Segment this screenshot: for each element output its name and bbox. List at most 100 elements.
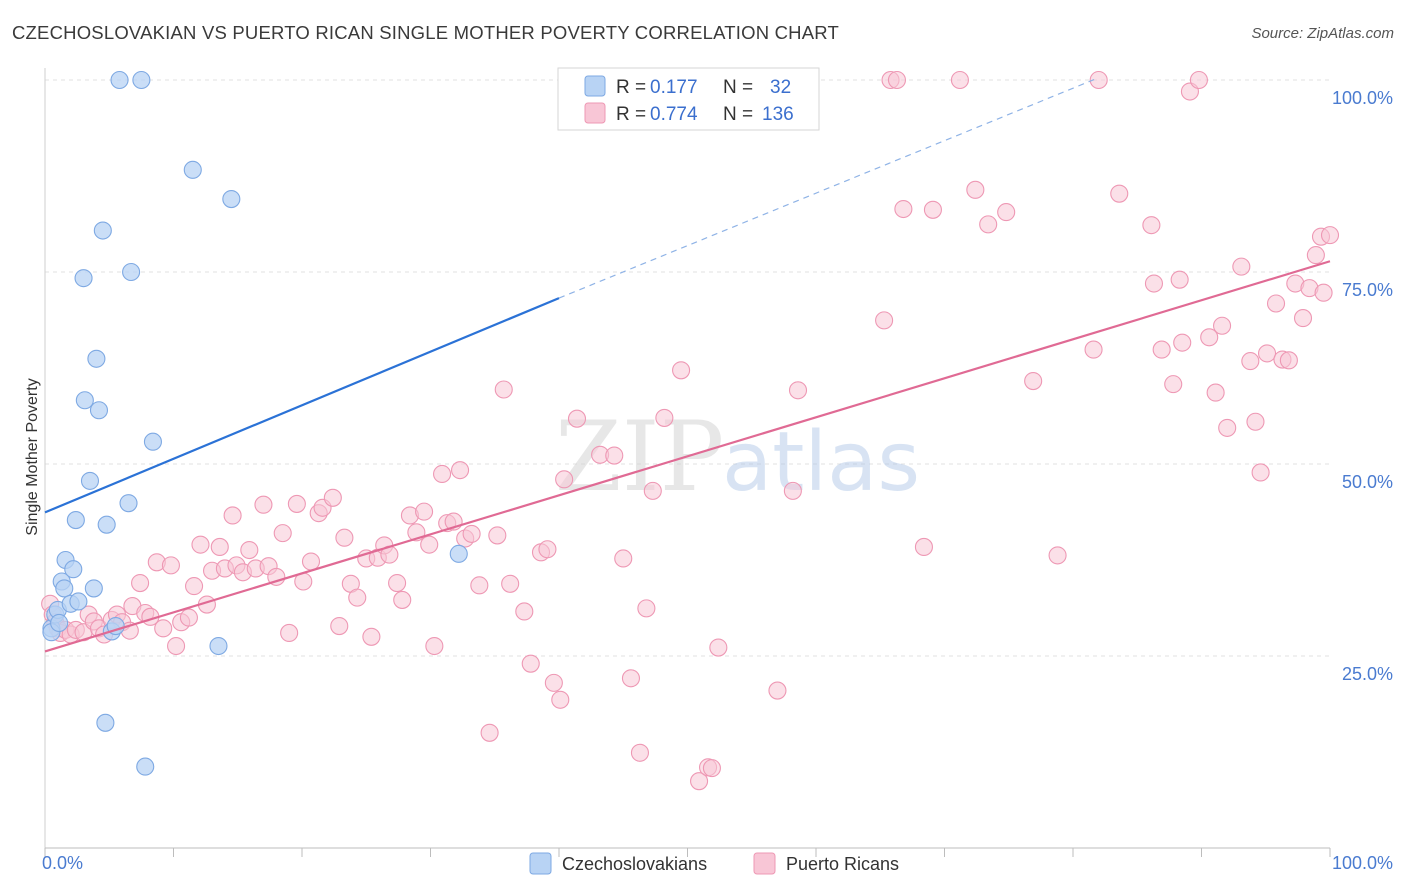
- pr-point-45: [301, 552, 321, 571]
- pr-point-112: [1084, 340, 1103, 359]
- pr-point-24: [167, 636, 186, 656]
- pr-point-28: [191, 535, 210, 554]
- czech-point-18: [93, 221, 112, 240]
- pr-point-106: [950, 70, 969, 90]
- czech-point-25: [122, 262, 141, 282]
- pr-point-119: [1170, 270, 1189, 289]
- legend-n-value-1: 136: [762, 104, 794, 125]
- series-legend: Czechoslovakians Puerto Ricans: [529, 852, 899, 875]
- czech-point-6: [55, 579, 74, 598]
- pr-point-129: [1246, 412, 1265, 431]
- legend-item-puerto-ricans: Puerto Ricans: [786, 854, 899, 874]
- pr-point-138: [1306, 246, 1325, 265]
- pr-point-79: [538, 540, 557, 559]
- pr-point-33: [223, 506, 242, 525]
- legend-r-value-1: 0.774: [650, 104, 698, 125]
- trend-line-czechoslovakians-extension: [558, 77, 1099, 299]
- pr-point-123: [1200, 328, 1219, 347]
- czech-point-29: [183, 160, 202, 179]
- pr-point-82: [555, 470, 574, 489]
- legend-item-czechoslovakians: Czechoslovakians: [562, 854, 707, 874]
- pr-point-86: [614, 549, 633, 568]
- trend-line-czechoslovakians: [44, 297, 560, 514]
- pr-point-87: [621, 669, 641, 688]
- pr-point-89: [637, 599, 656, 618]
- x-tick-label-1: 100.0%: [1332, 853, 1393, 873]
- correlation-legend: R = 0.177 N = 32 R = 0.774 N = 136: [557, 67, 820, 131]
- pr-point-116: [1144, 274, 1164, 293]
- pr-point-130: [1251, 463, 1270, 482]
- czech-point-13: [75, 391, 94, 410]
- pr-point-81: [551, 690, 570, 709]
- pr-point-111: [1048, 546, 1067, 565]
- watermark-atlas: atlas: [722, 415, 920, 510]
- legend-item-puerto-ricans-swatch: [753, 852, 776, 875]
- pr-point-76: [515, 602, 534, 621]
- pr-point-93: [690, 772, 709, 791]
- pr-point-104: [914, 537, 933, 556]
- pr-point-100: [875, 311, 894, 330]
- y-tick-label-2: 75.0%: [1342, 280, 1393, 300]
- pr-point-109: [997, 203, 1016, 222]
- pr-point-74: [494, 380, 513, 399]
- pr-point-108: [979, 215, 998, 234]
- pr-point-131: [1257, 344, 1277, 363]
- pr-point-41: [273, 524, 292, 543]
- legend-item-czechoslovakians-swatch: [529, 852, 552, 875]
- czech-point-31: [209, 636, 228, 656]
- tick-labels: 25.0% 50.0% 75.0% 100.0% 0.0% 100.0%: [42, 88, 1393, 873]
- y-axis-label: Single Mother Poverty: [24, 378, 41, 535]
- pr-point-43: [287, 494, 306, 513]
- czech-point-23: [110, 70, 129, 90]
- pr-point-85: [605, 446, 624, 465]
- pr-point-36: [240, 540, 259, 560]
- czech-point-28: [143, 432, 162, 451]
- pr-point-124: [1206, 383, 1225, 402]
- pr-point-40: [267, 567, 286, 586]
- pr-point-72: [480, 723, 499, 742]
- pr-point-128: [1241, 352, 1260, 371]
- czech-point-11: [69, 592, 88, 611]
- legend-r-label-0: R =: [616, 77, 646, 98]
- pr-point-27: [185, 577, 204, 596]
- pr-point-83: [567, 409, 587, 428]
- pr-point-132: [1266, 294, 1286, 313]
- pr-point-120: [1173, 333, 1192, 352]
- pr-point-48: [323, 488, 342, 507]
- pr-point-134: [1279, 351, 1298, 370]
- czech-point-20: [97, 515, 116, 534]
- pr-point-62: [415, 502, 434, 521]
- trend-line-puerto-ricans: [44, 260, 1331, 653]
- czech-point-15: [84, 579, 103, 598]
- pr-point-113: [1089, 70, 1108, 90]
- pr-point-117: [1152, 340, 1171, 359]
- czech-point-32: [449, 544, 468, 563]
- pr-point-77: [521, 654, 540, 673]
- pr-point-114: [1110, 184, 1129, 203]
- pr-point-31: [210, 537, 229, 556]
- pr-point-42: [280, 623, 299, 643]
- pr-point-65: [433, 464, 452, 484]
- czech-point-16: [87, 349, 106, 368]
- czech-point-27: [136, 757, 155, 776]
- pr-point-107: [966, 180, 985, 199]
- pr-point-90: [643, 481, 662, 500]
- legend-n-value-0: 32: [770, 77, 791, 98]
- pr-point-125: [1213, 316, 1232, 335]
- pr-point-58: [388, 573, 407, 593]
- pr-point-122: [1189, 70, 1208, 90]
- legend-n-label-1: N =: [723, 104, 753, 125]
- pr-point-50: [335, 528, 354, 547]
- czech-point-9: [64, 560, 83, 579]
- pr-point-97: [768, 681, 787, 700]
- pr-point-23: [161, 556, 180, 575]
- source-label: Source: ZipAtlas.com: [1251, 25, 1394, 42]
- czech-point-26: [132, 70, 151, 90]
- pr-point-22: [154, 619, 173, 638]
- czech-point-24: [119, 494, 138, 513]
- pr-point-59: [393, 590, 412, 609]
- pr-point-118: [1164, 375, 1183, 394]
- pr-point-88: [630, 743, 650, 762]
- pr-point-52: [348, 588, 367, 607]
- pr-point-91: [655, 408, 674, 427]
